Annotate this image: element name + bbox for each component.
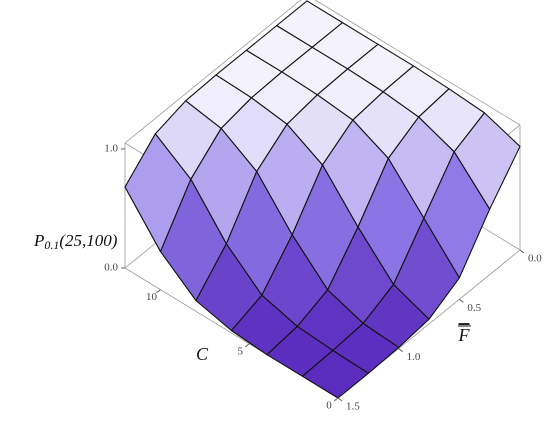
z-label-rest: (25,100) [59,231,117,250]
x-tick [333,397,339,402]
box-edge [124,0,302,144]
z-label-sub: 0.1 [44,238,59,252]
z-tick-label: 0.0 [104,262,118,274]
y-tick-label: 0.0 [528,253,542,265]
y-axis-label: F [458,325,471,345]
y-tick-label: 1.5 [346,401,360,413]
x-axis-label: C [196,344,209,364]
x-tick-label: 0 [326,400,332,412]
box-edge [314,0,521,126]
x-tick [244,343,250,348]
y-tick [337,397,343,402]
y-tick [398,348,403,353]
y-tick-label: 1.0 [407,351,421,363]
z-tick-label: 1.0 [104,142,118,154]
surface-patch [301,349,369,399]
y-tick-label: 0.5 [467,302,481,314]
x-tick-label: 10 [146,291,158,303]
y-tick [459,298,464,303]
x-tick-label: 5 [238,345,244,357]
y-tick [519,249,525,254]
z-label-base: P [33,231,44,250]
x-tick [156,289,161,294]
z-axis-label: P0.1(25,100) [33,231,118,252]
